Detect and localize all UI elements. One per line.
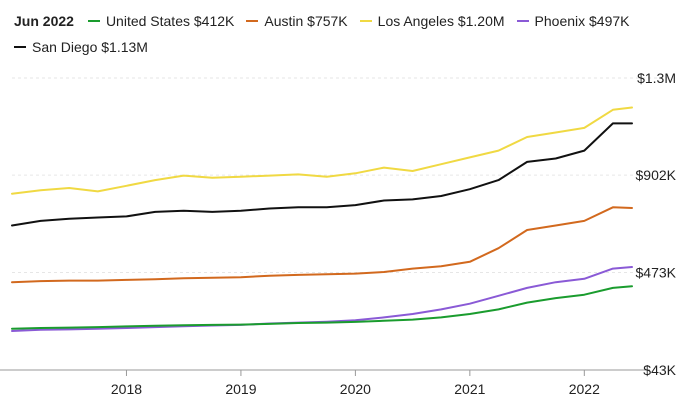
series-line-san-diego	[11, 122, 633, 227]
x-tick-label: 2021	[454, 381, 485, 397]
line-chart: $1.3M $902K $473K $43K 2018 2019 2020 2021 2022	[0, 70, 677, 397]
legend-item-phoenix[interactable]: Phoenix $497K	[516, 13, 630, 29]
x-tick-label: 2022	[569, 381, 600, 397]
legend-swatch-united-states	[87, 20, 100, 22]
y-tick-labels: $1.3M $902K $473K $43K	[636, 70, 677, 378]
legend-label-los-angeles: Los Angeles $1.20M	[377, 13, 505, 29]
x-tick-label: 2018	[111, 381, 142, 397]
legend-item-united-states[interactable]: United States $412K	[87, 13, 235, 29]
chart-legend: Jun 2022 United States $412K Austin $757…	[14, 8, 674, 60]
y-tick-label: $43K	[643, 362, 676, 378]
y-tick-label: $902K	[636, 167, 677, 183]
legend-label-united-states: United States $412K	[105, 13, 235, 29]
legend-swatch-austin	[246, 20, 259, 22]
legend-label-san-diego: San Diego $1.13M	[32, 39, 148, 55]
series-line-los-angeles	[11, 106, 633, 195]
legend-item-san-diego[interactable]: San Diego $1.13M	[14, 39, 148, 55]
legend-item-austin[interactable]: Austin $757K	[246, 13, 348, 29]
series-lines	[11, 106, 633, 332]
legend-row-2: San Diego $1.13M	[14, 34, 674, 60]
legend-item-los-angeles[interactable]: Los Angeles $1.20M	[359, 13, 505, 29]
series-line-united-states	[11, 285, 633, 330]
x-axis	[0, 369, 650, 376]
legend-label-phoenix: Phoenix $497K	[534, 13, 630, 29]
legend-row-1: Jun 2022 United States $412K Austin $757…	[14, 8, 674, 34]
legend-swatch-phoenix	[516, 20, 529, 22]
x-tick-label: 2019	[225, 381, 256, 397]
y-tick-label: $473K	[636, 264, 677, 280]
legend-date: Jun 2022	[14, 13, 74, 29]
legend-label-austin: Austin $757K	[264, 13, 348, 29]
legend-swatch-san-diego	[14, 46, 26, 48]
x-tick-labels: 2018 2019 2020 2021 2022	[111, 381, 600, 397]
series-line-phoenix	[11, 266, 633, 332]
y-tick-label: $1.3M	[637, 70, 676, 86]
series-line-austin	[11, 206, 633, 284]
x-tick-label: 2020	[340, 381, 371, 397]
legend-swatch-los-angeles	[359, 20, 372, 22]
